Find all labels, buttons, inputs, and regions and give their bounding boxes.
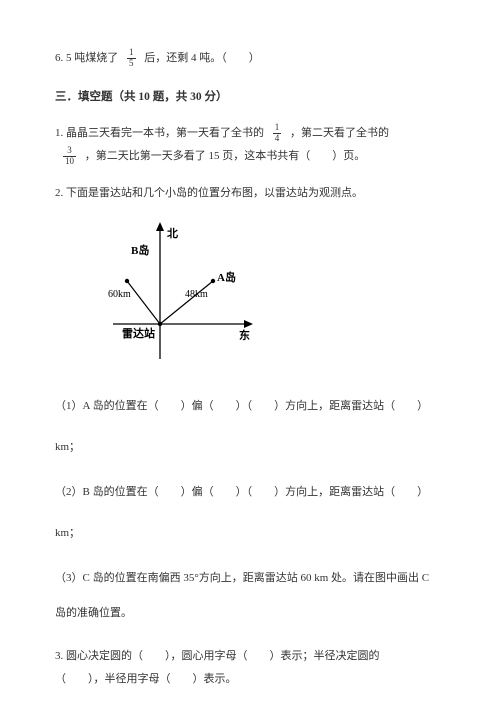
line-a-island: [160, 281, 213, 324]
q1-prefix: 1. 晶晶三天看完一本书，第一天看了全书的: [55, 127, 264, 139]
question-1-line2: 3 10 ，第二天比第一天多看了 15 页，这本书共有（ ）页。: [55, 146, 445, 167]
label-b-island: B岛: [131, 243, 149, 257]
label-60km: 60km: [108, 289, 131, 300]
q2-km1: km；: [55, 437, 445, 458]
question-1-line1: 1. 晶晶三天看完一本书，第一天看了全书的 1 4 ，第二天看了全书的: [55, 123, 445, 144]
label-east: 东: [239, 328, 250, 342]
dot-a-island: [211, 279, 215, 283]
question-3-line2: （ ），半径用字母（ ）表示。: [55, 669, 445, 690]
arrow-east: [244, 320, 253, 328]
question-3-line1: 3. 圆心决定圆的（ ），圆心用字母（ ）表示；半径决定圆的: [55, 646, 445, 667]
label-radar: 雷达站: [122, 326, 155, 340]
fraction-1-5: 1 5: [127, 48, 136, 69]
question-6: 6. 5 吨煤烧了 1 5 后，还剩 4 吨。（ ）: [55, 48, 445, 69]
q2-sub3a: （3）C 岛的位置在南偏西 35°方向上，距离雷达站 60 km 处。请在图中画…: [55, 568, 445, 589]
question-2-text: 2. 下面是雷达站和几个小岛的位置分布图，以雷达站为观测点。: [55, 183, 445, 204]
radar-diagram: B岛 北 A岛 60km 48km 雷达站 东: [105, 219, 445, 372]
label-north: 北: [167, 226, 178, 240]
arrow-north: [156, 222, 164, 231]
label-48km: 48km: [185, 289, 208, 300]
dot-radar: [158, 322, 162, 326]
line-b-island: [127, 281, 160, 324]
q6-suffix: 后，还剩 4 吨。（ ）: [144, 52, 260, 64]
label-a-island: A岛: [217, 270, 236, 284]
dot-b-island: [125, 279, 129, 283]
q2-sub3b: 岛的准确位置。: [55, 603, 445, 624]
q1-suffix: ，第二天比第一天多看了 15 页，这本书共有（ ）页。: [85, 150, 366, 162]
q2-sub2: （2）B 岛的位置在（ ）偏（ ）（ ）方向上，距离雷达站（ ）: [55, 482, 445, 503]
radar-svg: B岛 北 A岛 60km 48km 雷达站 东: [105, 219, 260, 364]
q6-prefix: 6. 5 吨煤烧了: [55, 52, 118, 64]
fraction-1-4: 1 4: [273, 123, 282, 144]
fraction-3-10: 3 10: [63, 146, 76, 167]
q2-km2: km；: [55, 523, 445, 544]
q1-mid: ，第二天看了全书的: [290, 127, 389, 139]
section-3-title: 三．填空题（共 10 题，共 30 分）: [55, 87, 445, 109]
q2-sub1: （1）A 岛的位置在（ ）偏（ ）（ ）方向上，距离雷达站（ ）: [55, 396, 445, 417]
